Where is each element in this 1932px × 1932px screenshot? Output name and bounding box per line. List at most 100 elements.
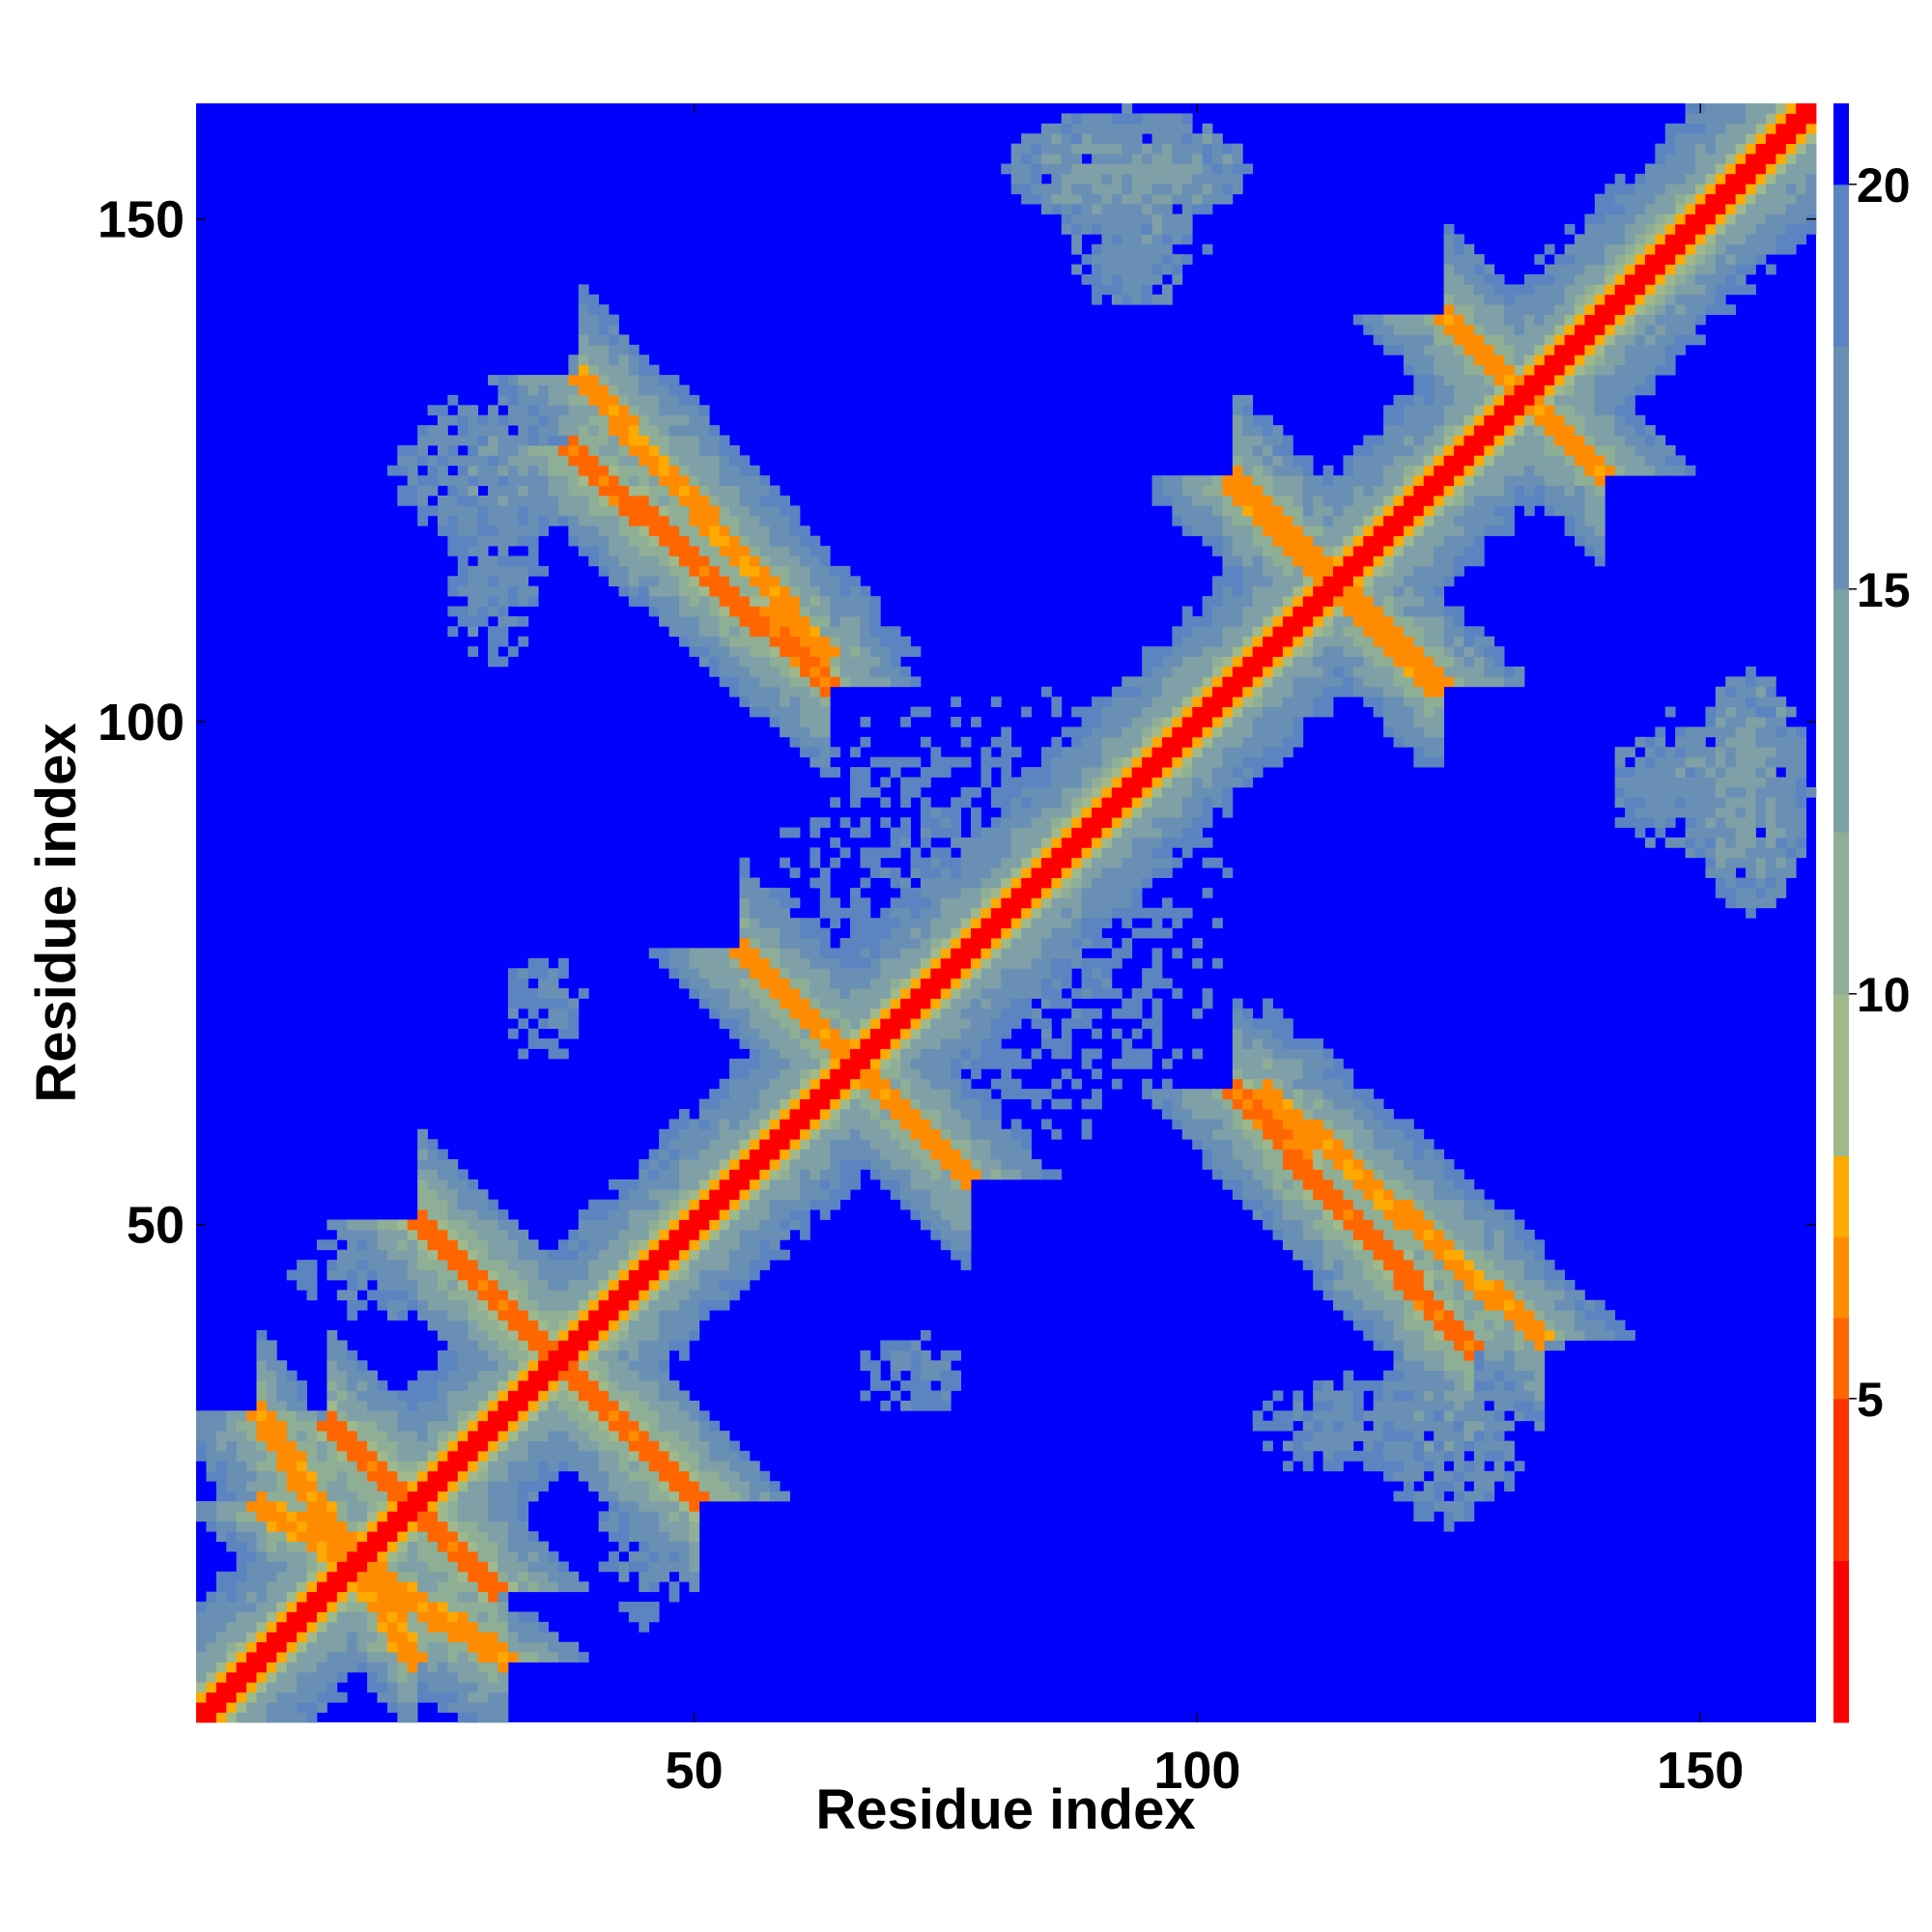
heatmap-cell [1001, 1159, 1042, 1170]
heatmap-cell [810, 1119, 821, 1130]
heatmap-cell [628, 405, 639, 416]
heatmap-cell [427, 1239, 459, 1251]
heatmap-cell [477, 1611, 489, 1623]
heatmap-cell [648, 435, 669, 446]
heatmap-cell [1142, 877, 1152, 889]
heatmap-cell [668, 1591, 680, 1603]
heatmap-cell [1252, 1038, 1264, 1049]
heatmap-cell [226, 1591, 238, 1603]
heatmap-cell [316, 1561, 327, 1573]
heatmap-cell [1263, 666, 1273, 677]
heatmap-cell [1463, 1209, 1505, 1220]
heatmap-cell [588, 304, 610, 316]
heatmap-cell [1232, 455, 1243, 467]
heatmap-cell [1202, 777, 1213, 788]
heatmap-cell [1605, 254, 1616, 265]
heatmap-cell [789, 515, 801, 526]
heatmap-cell [739, 918, 751, 929]
heatmap-cell [1463, 1239, 1485, 1251]
heatmap-cell [397, 1641, 418, 1653]
heatmap-cell [1735, 163, 1767, 175]
heatmap-cell [1373, 1219, 1394, 1231]
heatmap-cell [1363, 1461, 1405, 1472]
heatmap-cell [457, 526, 479, 537]
heatmap-cell [628, 535, 650, 547]
heatmap-cell [1664, 154, 1696, 164]
heatmap-cell [951, 717, 962, 727]
heatmap-cell [1212, 918, 1223, 929]
heatmap-cell [1725, 756, 1737, 768]
heatmap-cell [618, 505, 660, 517]
heatmap-cell [1523, 414, 1535, 426]
heatmap-cell [830, 1119, 841, 1130]
heatmap-cell [689, 1531, 700, 1543]
heatmap-cell [1343, 1139, 1354, 1151]
heatmap-cell [1554, 1330, 1565, 1341]
heatmap-cell [698, 656, 710, 668]
heatmap-cell [1010, 867, 1022, 878]
heatmap-cell [990, 948, 1002, 959]
heatmap-cell [1322, 686, 1354, 697]
heatmap-cell [1423, 706, 1435, 718]
heatmap-cell [477, 1662, 498, 1673]
heatmap-cell [1625, 325, 1635, 335]
heatmap-cell [215, 1491, 238, 1502]
heatmap-cell [1594, 475, 1605, 486]
heatmap-cell [971, 1149, 992, 1160]
heatmap-cell [1302, 1461, 1314, 1472]
heatmap-cell [1122, 726, 1143, 738]
heatmap-cell [256, 1491, 268, 1502]
heatmap-cell [951, 1219, 972, 1231]
heatmap-cell [477, 1279, 489, 1291]
heatmap-cell [1493, 384, 1505, 396]
heatmap-cell [1393, 615, 1414, 627]
heatmap-cell [1293, 1440, 1304, 1452]
heatmap-cell [397, 444, 418, 456]
heatmap-cell [890, 1108, 922, 1120]
heatmap-cell [1393, 656, 1435, 668]
heatmap-cell [1081, 133, 1093, 145]
heatmap-cell [598, 1350, 619, 1361]
heatmap-cell [1373, 485, 1394, 497]
heatmap-cell [1614, 465, 1626, 476]
heatmap-cell [347, 1299, 368, 1311]
heatmap-cell [1051, 736, 1063, 748]
heatmap-cell [557, 1652, 580, 1662]
heatmap-cell [377, 1440, 398, 1452]
heatmap-cell [507, 968, 519, 980]
heatmap-cell [1151, 797, 1183, 809]
heatmap-cell [1001, 938, 1012, 949]
heatmap-cell [1705, 706, 1717, 718]
heatmap-cell [1765, 777, 1797, 788]
heatmap-cell [1031, 857, 1042, 868]
heatmap-cell [538, 1410, 569, 1422]
heatmap-cell [497, 1219, 519, 1231]
heatmap-cell [1625, 807, 1635, 818]
heatmap-cell [417, 1470, 428, 1482]
heatmap-cell [206, 1671, 217, 1683]
heatmap-cell [689, 1500, 700, 1512]
heatmap-cell [1403, 1310, 1414, 1321]
heatmap-cell [1705, 243, 1717, 255]
heatmap-cell [1523, 1290, 1565, 1301]
heatmap-cell [1504, 375, 1515, 385]
heatmap-cell [940, 957, 972, 969]
heatmap-cell [839, 666, 871, 677]
heatmap-cell [1443, 264, 1455, 275]
heatmap-cell [1131, 887, 1143, 898]
heatmap-cell [1081, 968, 1093, 980]
heatmap-cell [990, 1139, 1022, 1151]
heatmap-cell [1403, 1299, 1414, 1311]
heatmap-cell [1071, 243, 1083, 255]
heatmap-cell [1523, 1299, 1535, 1311]
heatmap-cell [659, 455, 669, 467]
heatmap-cell [306, 1591, 338, 1603]
heatmap-cell [1746, 676, 1756, 688]
heatmap-cell [1383, 495, 1394, 506]
heatmap-cell [830, 1098, 841, 1110]
heatmap-cell [1322, 1209, 1334, 1220]
heatmap-cell [206, 1602, 257, 1612]
heatmap-cell [869, 1058, 881, 1069]
heatmap-cell [215, 1581, 238, 1593]
heatmap-cell [1403, 1370, 1444, 1381]
